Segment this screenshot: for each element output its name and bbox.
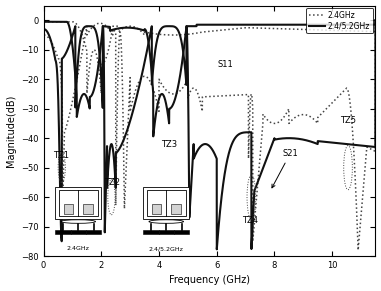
Bar xyxy=(143,230,158,234)
Text: 2.4/5.2GHz: 2.4/5.2GHz xyxy=(149,246,184,251)
Bar xyxy=(86,230,101,234)
Text: TZ1: TZ1 xyxy=(53,151,69,160)
Bar xyxy=(158,230,174,234)
Bar xyxy=(83,204,93,214)
2.4/5.2GHz xyxy=(240,131,245,134)
Bar xyxy=(174,230,189,234)
Bar xyxy=(64,204,73,214)
2.4/5.2GHz xyxy=(168,24,173,28)
Legend: 2.4GHz, 2.4/5.2GHz: 2.4GHz, 2.4/5.2GHz xyxy=(306,8,373,33)
Text: S11: S11 xyxy=(218,60,233,69)
Bar xyxy=(171,204,181,214)
Bar xyxy=(152,204,161,214)
Bar xyxy=(70,230,86,234)
Circle shape xyxy=(61,220,96,223)
Text: TZ4: TZ4 xyxy=(242,216,258,225)
2.4/5.2GHz xyxy=(215,248,219,251)
Text: TZ5: TZ5 xyxy=(340,116,356,125)
2.4GHz xyxy=(102,23,106,26)
2.4GHz xyxy=(314,120,319,124)
Text: S21: S21 xyxy=(272,149,298,188)
Text: TZ2: TZ2 xyxy=(104,178,120,187)
2.4GHz xyxy=(240,93,245,97)
2.4/5.2GHz xyxy=(257,175,262,179)
Line: 2.4/5.2GHz: 2.4/5.2GHz xyxy=(44,20,375,249)
Line: 2.4GHz: 2.4GHz xyxy=(44,20,375,250)
X-axis label: Frequency (GHz): Frequency (GHz) xyxy=(169,276,250,285)
2.4GHz xyxy=(289,119,294,123)
2.4/5.2GHz xyxy=(289,136,294,140)
Bar xyxy=(59,190,98,216)
2.4/5.2GHz xyxy=(42,27,46,31)
2.4/5.2GHz xyxy=(314,142,319,145)
Circle shape xyxy=(149,220,184,223)
Bar xyxy=(147,190,186,216)
Bar xyxy=(143,187,189,219)
Y-axis label: Magnitude(dB): Magnitude(dB) xyxy=(6,95,16,167)
Bar xyxy=(55,230,70,234)
2.4GHz xyxy=(257,161,262,165)
Bar xyxy=(55,187,101,219)
2.4GHz xyxy=(373,19,378,22)
2.4GHz xyxy=(356,248,360,252)
2.4GHz xyxy=(168,92,173,95)
2.4GHz xyxy=(42,33,46,37)
Text: TZ3: TZ3 xyxy=(161,140,177,148)
2.4/5.2GHz xyxy=(102,87,106,91)
2.4/5.2GHz xyxy=(373,19,378,22)
Text: 2.4GHz: 2.4GHz xyxy=(67,246,90,251)
